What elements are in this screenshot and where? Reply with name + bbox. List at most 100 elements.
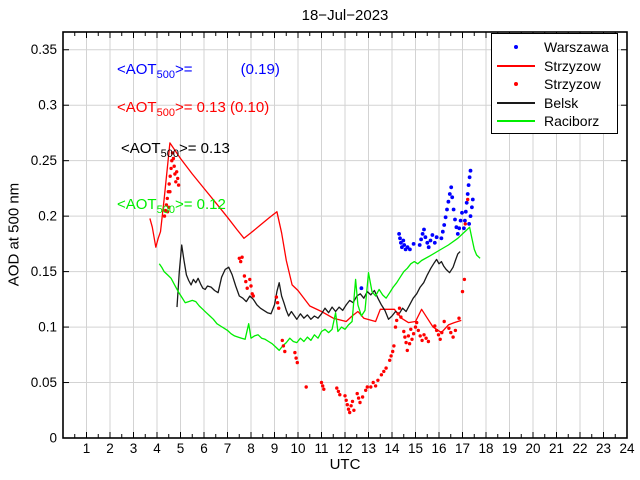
series-point-strzyzow xyxy=(335,386,339,390)
marker-glyph xyxy=(497,101,535,104)
x-tick-label: 20 xyxy=(525,441,540,456)
series-point-warszawa xyxy=(443,215,448,220)
series-line-raciborz xyxy=(158,226,481,352)
series-point-strzyzow xyxy=(462,277,467,282)
series-point-strzyzow xyxy=(176,176,180,181)
series-point-warszawa xyxy=(428,238,433,243)
series-point-warszawa xyxy=(417,243,422,247)
series-point-strzyzow xyxy=(371,380,375,385)
x-tick-label: 7 xyxy=(224,441,232,456)
line-marker-icon xyxy=(497,114,535,128)
marker-glyph xyxy=(497,120,535,123)
series-point-strzyzow xyxy=(162,214,167,218)
x-tick-label: 17 xyxy=(455,441,470,456)
series-point-strzyzow xyxy=(422,333,426,337)
series-point-strzyzow xyxy=(409,327,413,331)
series-point-strzyzow xyxy=(164,203,169,207)
series-point-strzyzow xyxy=(416,328,420,333)
series-point-warszawa xyxy=(470,205,474,210)
x-tick-label: 3 xyxy=(130,441,138,456)
series-point-strzyzow xyxy=(410,337,414,341)
aot-annotation-strzyzow: <AOT500>= 0.13 (0.10) xyxy=(117,99,270,119)
series-point-strzyzow xyxy=(249,284,253,288)
series-point-warszawa xyxy=(457,226,462,231)
series-point-strzyzow xyxy=(244,279,248,284)
series-point-strzyzow xyxy=(389,354,393,358)
series-point-strzyzow xyxy=(168,174,172,178)
aot-annotation-raciborz: <AOT500>= 0.12 xyxy=(117,196,226,216)
x-tick-label: 11 xyxy=(314,441,328,456)
series-point-strzyzow xyxy=(405,348,409,353)
series-point-strzyzow xyxy=(274,295,279,299)
series-point-strzyzow xyxy=(355,391,359,396)
series-point-strzyzow xyxy=(358,400,362,405)
x-tick-label: 2 xyxy=(106,441,114,456)
series-point-strzyzow xyxy=(376,378,380,382)
series-point-strzyzow xyxy=(384,366,388,370)
series-point-strzyzow xyxy=(440,330,444,335)
x-tick-label: 13 xyxy=(361,441,376,456)
series-point-warszawa xyxy=(462,226,466,231)
series-point-strzyzow xyxy=(420,338,424,343)
series-point-warszawa xyxy=(420,232,425,236)
series-point-strzyzow xyxy=(322,387,326,391)
series-point-warszawa xyxy=(467,175,472,180)
series-point-strzyzow xyxy=(170,151,175,155)
series-point-strzyzow xyxy=(433,324,437,328)
series-point-strzyzow xyxy=(294,356,298,360)
series-point-warszawa xyxy=(402,243,407,247)
y-tick-label: 0.15 xyxy=(31,264,57,279)
series-point-strzyzow xyxy=(319,380,324,385)
series-line-strzyzow xyxy=(149,142,462,334)
series-point-warszawa xyxy=(466,183,471,188)
series-point-strzyzow xyxy=(176,183,181,187)
series-point-strzyzow xyxy=(434,328,439,333)
series-point-strzyzow xyxy=(360,395,365,399)
x-tick-label: 9 xyxy=(271,441,279,456)
series-point-strzyzow xyxy=(404,340,408,345)
series-point-warszawa xyxy=(432,240,437,245)
series-point-strzyzow xyxy=(466,197,470,202)
x-axis-label: UTC xyxy=(329,456,361,473)
series-point-warszawa xyxy=(468,214,473,219)
series-point-warszawa xyxy=(419,237,423,242)
series-point-strzyzow xyxy=(168,190,172,194)
marker-glyph xyxy=(514,45,518,50)
legend-item-strzyzow: Strzyzow xyxy=(492,57,617,76)
series-point-strzyzow xyxy=(248,277,252,282)
series-point-strzyzow xyxy=(174,180,178,184)
series-point-strzyzow xyxy=(336,389,341,394)
series-point-warszawa xyxy=(401,238,406,243)
series-point-strzyzow xyxy=(165,196,169,201)
series-point-strzyzow xyxy=(396,312,400,316)
series-point-strzyzow xyxy=(407,342,412,346)
series-point-strzyzow xyxy=(436,333,441,337)
legend-label: Raciborz xyxy=(544,113,600,130)
series-point-warszawa xyxy=(463,218,467,223)
series-point-strzyzow xyxy=(280,338,284,343)
series-point-warszawa xyxy=(468,168,473,173)
x-tick-label: 6 xyxy=(200,441,208,456)
series-point-strzyzow xyxy=(397,306,402,310)
series-point-strzyzow xyxy=(295,360,299,365)
series-point-strzyzow xyxy=(169,166,173,171)
series-point-strzyzow xyxy=(379,373,384,377)
series-point-strzyzow xyxy=(449,330,453,335)
dot-marker-icon xyxy=(497,77,535,91)
series-point-strzyzow xyxy=(338,393,342,397)
legend-item-raciborz: Raciborz xyxy=(492,112,617,131)
y-axis-label: AOD at 500 nm xyxy=(5,182,23,287)
series-point-strzyzow xyxy=(281,344,286,348)
series-point-warszawa xyxy=(398,236,402,241)
x-tick-label: 22 xyxy=(572,441,587,456)
x-tick-label: 4 xyxy=(153,441,161,456)
series-point-strzyzow xyxy=(364,388,368,392)
series-point-strzyzow xyxy=(411,332,416,336)
x-tick-label: 12 xyxy=(337,441,352,456)
aot-annotation-warszawa: <AOT500>= (0.19) xyxy=(117,61,280,81)
series-point-warszawa xyxy=(434,235,439,240)
series-point-warszawa xyxy=(359,286,364,291)
series-point-strzyzow xyxy=(293,350,297,355)
legend: Warszawa Strzyzow Strzyzow Belsk Raciborz xyxy=(491,33,618,134)
